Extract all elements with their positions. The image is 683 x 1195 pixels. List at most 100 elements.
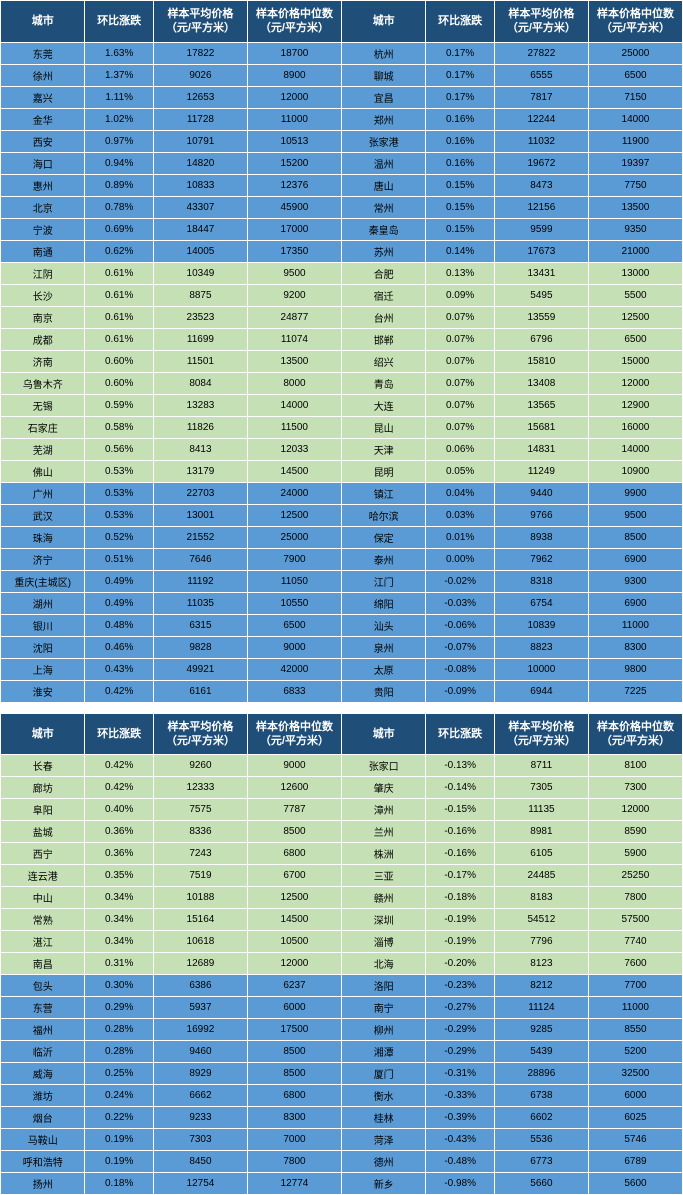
table-row: 济南0.60%1150113500绍兴0.07%1581015000 — [1, 350, 683, 372]
cell-pct: 0.16% — [426, 108, 495, 130]
cell-med: 12500 — [588, 306, 682, 328]
cell-med: 7900 — [247, 548, 341, 570]
table-row: 湛江0.34%1061810500淄博-0.19%77967740 — [1, 931, 683, 953]
cell-pct: 0.49% — [85, 570, 154, 592]
table-row: 烟台0.22%92338300桂林-0.39%66026025 — [1, 1107, 683, 1129]
cell-city: 临沂 — [1, 1041, 85, 1063]
cell-city: 桂林 — [341, 1107, 425, 1129]
cell-city: 石家庄 — [1, 416, 85, 438]
cell-avg: 8875 — [153, 284, 247, 306]
cell-avg: 6105 — [494, 843, 588, 865]
cell-city: 廊坊 — [1, 777, 85, 799]
cell-city: 潍坊 — [1, 1085, 85, 1107]
cell-city: 常熟 — [1, 909, 85, 931]
cell-avg: 8183 — [494, 887, 588, 909]
cell-avg: 13283 — [153, 394, 247, 416]
cell-avg: 17673 — [494, 240, 588, 262]
cell-pct: 0.60% — [85, 372, 154, 394]
cell-pct: 0.25% — [85, 1063, 154, 1085]
cell-city: 北京 — [1, 196, 85, 218]
cell-avg: 5439 — [494, 1041, 588, 1063]
cell-avg: 6738 — [494, 1085, 588, 1107]
cell-city: 唐山 — [341, 174, 425, 196]
cell-city: 中山 — [1, 887, 85, 909]
cell-avg: 27822 — [494, 42, 588, 64]
cell-avg: 11699 — [153, 328, 247, 350]
cell-med: 7750 — [588, 174, 682, 196]
column-header: 样本价格中位数（元/平方米） — [588, 713, 682, 755]
cell-city: 惠州 — [1, 174, 85, 196]
cell-pct: -0.23% — [426, 975, 495, 997]
cell-med: 14000 — [588, 108, 682, 130]
cell-city: 绵阳 — [341, 592, 425, 614]
cell-med: 12000 — [588, 372, 682, 394]
cell-med: 15200 — [247, 152, 341, 174]
cell-avg: 8929 — [153, 1063, 247, 1085]
cell-med: 25000 — [247, 526, 341, 548]
cell-pct: 0.22% — [85, 1107, 154, 1129]
table-row: 湖州0.49%1103510550绵阳-0.03%67546900 — [1, 592, 683, 614]
cell-med: 24877 — [247, 306, 341, 328]
cell-avg: 15810 — [494, 350, 588, 372]
cell-city: 郑州 — [341, 108, 425, 130]
cell-city: 肇庆 — [341, 777, 425, 799]
table-row: 东营0.29%59376000南宁-0.27%1112411000 — [1, 997, 683, 1019]
cell-med: 6000 — [247, 997, 341, 1019]
cell-avg: 16992 — [153, 1019, 247, 1041]
column-header: 样本价格中位数（元/平方米） — [247, 713, 341, 755]
cell-city: 阜阳 — [1, 799, 85, 821]
cell-med: 6500 — [247, 614, 341, 636]
cell-med: 6500 — [588, 328, 682, 350]
cell-pct: 0.06% — [426, 438, 495, 460]
cell-city: 乌鲁木齐 — [1, 372, 85, 394]
cell-med: 7000 — [247, 1129, 341, 1151]
cell-pct: 0.24% — [85, 1085, 154, 1107]
cell-avg: 22703 — [153, 482, 247, 504]
table-row: 武汉0.53%1300112500哈尔滨0.03%97669500 — [1, 504, 683, 526]
cell-pct: 0.42% — [85, 777, 154, 799]
cell-pct: 0.34% — [85, 909, 154, 931]
cell-avg: 11135 — [494, 799, 588, 821]
cell-avg: 12244 — [494, 108, 588, 130]
cell-pct: 0.61% — [85, 262, 154, 284]
cell-city: 湘潭 — [341, 1041, 425, 1063]
cell-city: 深圳 — [341, 909, 425, 931]
cell-pct: -0.03% — [426, 592, 495, 614]
cell-med: 24000 — [247, 482, 341, 504]
cell-city: 洛阳 — [341, 975, 425, 997]
cell-med: 9350 — [588, 218, 682, 240]
cell-pct: 0.34% — [85, 931, 154, 953]
cell-city: 衡水 — [341, 1085, 425, 1107]
cell-city: 张家港 — [341, 130, 425, 152]
cell-city: 厦门 — [341, 1063, 425, 1085]
cell-pct: -0.31% — [426, 1063, 495, 1085]
cell-avg: 7817 — [494, 86, 588, 108]
cell-med: 5500 — [588, 284, 682, 306]
cell-pct: 0.58% — [85, 416, 154, 438]
cell-avg: 6662 — [153, 1085, 247, 1107]
column-header: 城市 — [341, 1, 425, 43]
cell-pct: -0.17% — [426, 865, 495, 887]
cell-city: 东营 — [1, 997, 85, 1019]
table-row: 宁波0.69%1844717000秦皇岛0.15%95999350 — [1, 218, 683, 240]
cell-city: 宜昌 — [341, 86, 425, 108]
table-row: 沈阳0.46%98289000泉州-0.07%88238300 — [1, 636, 683, 658]
cell-pct: 0.28% — [85, 1041, 154, 1063]
cell-city: 淮安 — [1, 680, 85, 702]
column-header: 城市 — [1, 1, 85, 43]
cell-avg: 5660 — [494, 1173, 588, 1195]
table-row: 包头0.30%63866237洛阳-0.23%82127700 — [1, 975, 683, 997]
cell-city: 大连 — [341, 394, 425, 416]
cell-avg: 8450 — [153, 1151, 247, 1173]
cell-city: 广州 — [1, 482, 85, 504]
cell-avg: 8823 — [494, 636, 588, 658]
cell-med: 11050 — [247, 570, 341, 592]
table-row: 连云港0.35%75196700三亚-0.17%2448525250 — [1, 865, 683, 887]
header-row: 城市环比涨跌样本平均价格（元/平方米）样本价格中位数（元/平方米）城市环比涨跌样… — [1, 1, 683, 43]
cell-pct: -0.06% — [426, 614, 495, 636]
table-row: 常熟0.34%1516414500深圳-0.19%5451257500 — [1, 909, 683, 931]
cell-city: 成都 — [1, 328, 85, 350]
cell-avg: 9828 — [153, 636, 247, 658]
cell-city: 东莞 — [1, 42, 85, 64]
table-row: 廊坊0.42%1233312600肇庆-0.14%73057300 — [1, 777, 683, 799]
